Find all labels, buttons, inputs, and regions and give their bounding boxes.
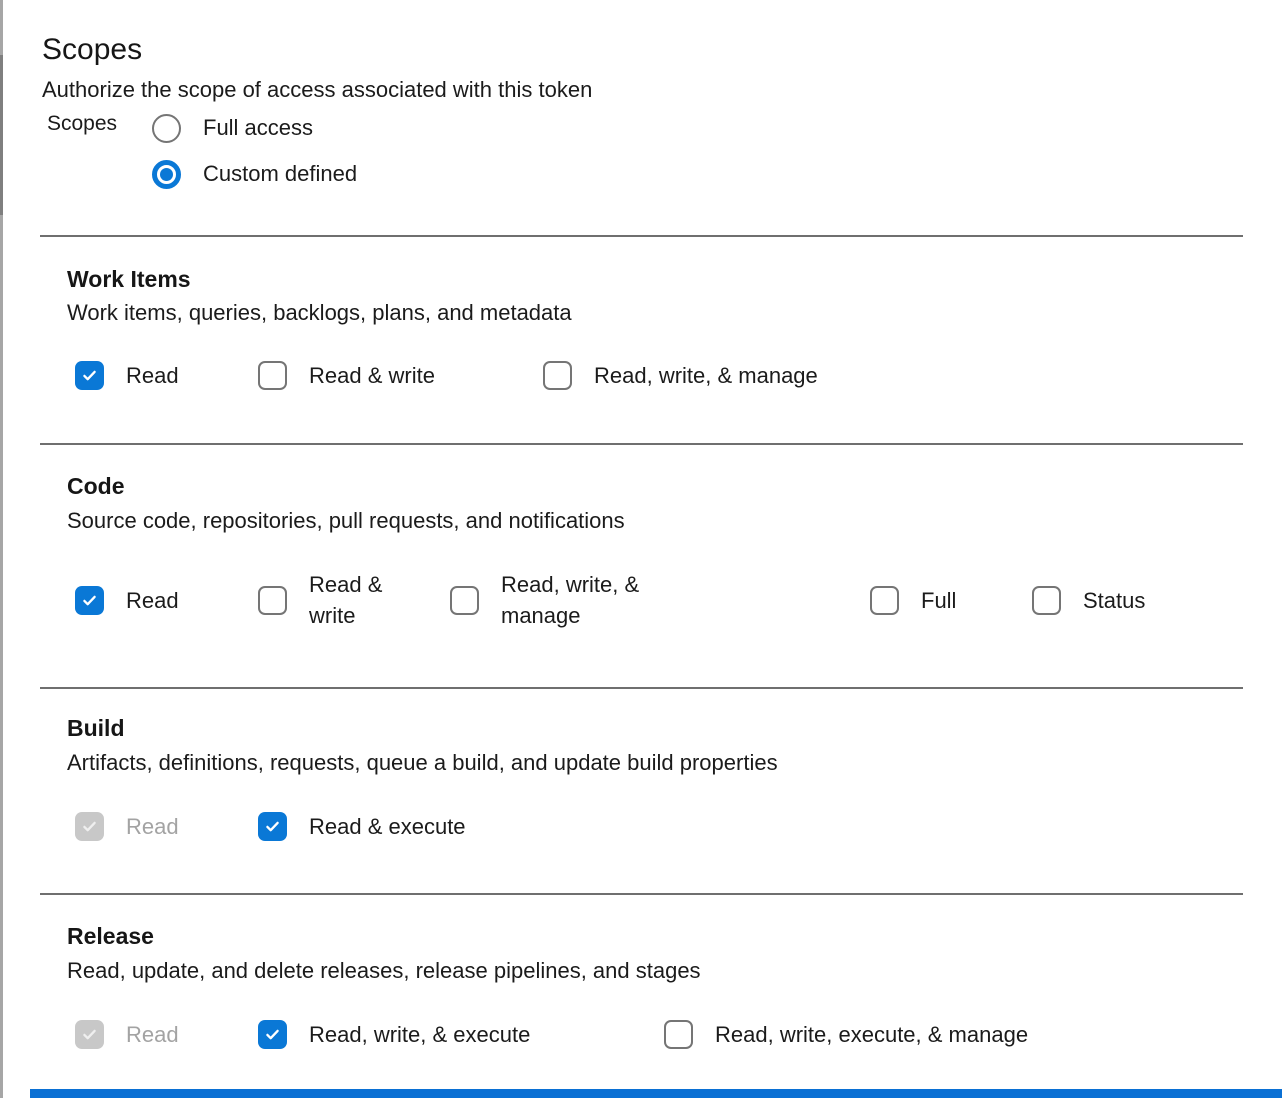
checkbox-unchecked-icon bbox=[258, 585, 287, 615]
checkbox-code-status[interactable]: Status bbox=[1032, 568, 1145, 632]
checkbox-code-read[interactable]: Read bbox=[75, 568, 179, 632]
checkbox-label: Read bbox=[126, 813, 179, 839]
checkbox-label: Read, write, & manage bbox=[594, 362, 818, 388]
divider bbox=[40, 687, 1243, 689]
checkbox-workitems-read-write[interactable]: Read & write bbox=[258, 357, 435, 393]
checkbox-build-read: Read bbox=[75, 808, 179, 844]
bottom-accent-bar bbox=[30, 1089, 1282, 1098]
checkbox-label: Read & execute bbox=[309, 813, 466, 839]
checkbox-unchecked-icon bbox=[258, 360, 287, 390]
checkbox-build-read-execute[interactable]: Read & execute bbox=[258, 808, 466, 844]
checkbox-release-read-write-execute-manage[interactable]: Read, write, execute, & manage bbox=[664, 1016, 1028, 1052]
checkbox-label: Read & write bbox=[309, 362, 435, 388]
section-description: Source code, repositories, pull requests… bbox=[67, 508, 625, 533]
checkbox-checked-icon bbox=[75, 360, 104, 390]
checkbox-label: Status bbox=[1083, 587, 1146, 613]
checkbox-unchecked-icon bbox=[543, 360, 572, 390]
section-title: Work Items bbox=[67, 266, 191, 292]
checkbox-code-full[interactable]: Full bbox=[870, 568, 956, 632]
section-description: Read, update, and delete releases, relea… bbox=[67, 958, 701, 983]
checkbox-unchecked-icon bbox=[870, 585, 899, 615]
page-subtitle: Authorize the scope of access associated… bbox=[42, 77, 593, 102]
checkbox-checked-icon bbox=[258, 811, 287, 841]
divider bbox=[40, 443, 1243, 445]
section-description: Artifacts, definitions, requests, queue … bbox=[67, 750, 778, 775]
checkbox-checked-icon bbox=[258, 1019, 287, 1049]
checkbox-checked-disabled-icon bbox=[75, 811, 104, 841]
checkbox-checked-disabled-icon bbox=[75, 1019, 104, 1049]
checkbox-release-read: Read bbox=[75, 1016, 179, 1052]
checkbox-label: Read & write bbox=[309, 572, 383, 628]
section-title: Code bbox=[67, 473, 125, 499]
checkbox-unchecked-icon bbox=[1032, 585, 1061, 615]
checkbox-label: Read, write, & execute bbox=[309, 1021, 531, 1047]
checkbox-code-read-write-manage[interactable]: Read, write, & manage bbox=[450, 568, 639, 632]
scopes-radio-caption: Scopes bbox=[47, 112, 118, 135]
checkbox-label: Read, write, & manage bbox=[501, 572, 640, 628]
checkbox-unchecked-icon bbox=[664, 1019, 693, 1049]
checkbox-label: Read bbox=[126, 587, 179, 613]
radio-custom-defined-label[interactable]: Custom defined bbox=[203, 161, 358, 186]
scrollbar-thumb[interactable] bbox=[0, 55, 3, 215]
section-title: Release bbox=[67, 923, 154, 949]
checkbox-label: Full bbox=[921, 587, 957, 613]
divider bbox=[40, 893, 1243, 895]
panel-left-border bbox=[0, 0, 3, 1098]
checkbox-workitems-read[interactable]: Read bbox=[75, 357, 179, 393]
checkbox-unchecked-icon bbox=[450, 585, 479, 615]
divider bbox=[40, 235, 1243, 237]
radio-custom-defined[interactable] bbox=[152, 160, 181, 189]
checkbox-label: Read bbox=[126, 362, 179, 388]
section-title: Build bbox=[67, 715, 125, 741]
radio-full-access-label[interactable]: Full access bbox=[203, 115, 314, 140]
checkbox-checked-icon bbox=[75, 585, 104, 615]
checkbox-label: Read, write, execute, & manage bbox=[715, 1021, 1029, 1047]
checkbox-workitems-read-write-manage[interactable]: Read, write, & manage bbox=[543, 357, 818, 393]
radio-selected-dot bbox=[160, 168, 173, 181]
radio-full-access[interactable] bbox=[152, 114, 181, 143]
checkbox-release-read-write-execute[interactable]: Read, write, & execute bbox=[258, 1016, 530, 1052]
page-title: Scopes bbox=[42, 33, 143, 66]
checkbox-label: Read bbox=[126, 1021, 179, 1047]
section-description: Work items, queries, backlogs, plans, an… bbox=[67, 300, 572, 325]
checkbox-code-read-write[interactable]: Read & write bbox=[258, 568, 382, 632]
